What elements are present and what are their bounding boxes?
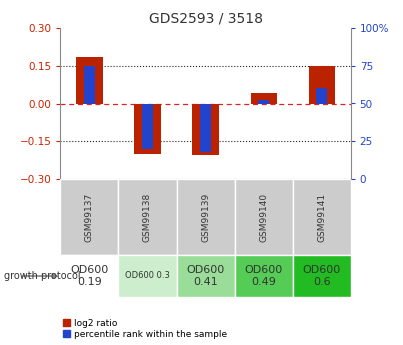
Bar [60,255,118,297]
Bar [293,255,351,297]
Bar [200,104,211,152]
Bar [235,179,293,255]
Bar [235,255,293,297]
Text: OD600
0.41: OD600 0.41 [187,265,224,287]
Bar [77,57,102,104]
Bar [135,104,160,154]
Bar [118,179,177,255]
Bar [84,66,95,104]
Bar [142,104,153,149]
Bar [251,93,276,104]
Bar [193,104,218,155]
Text: OD600
0.49: OD600 0.49 [245,265,283,287]
Text: OD600 0.3: OD600 0.3 [125,272,170,280]
Bar [177,179,235,255]
Text: GSM99138: GSM99138 [143,193,152,242]
Bar [309,66,334,104]
Text: GSM99141: GSM99141 [317,193,326,242]
Bar [293,179,351,255]
Text: GSM99139: GSM99139 [201,193,210,242]
Bar [60,179,118,255]
Text: GSM99137: GSM99137 [85,193,94,242]
Title: GDS2593 / 3518: GDS2593 / 3518 [149,11,262,25]
Text: OD600
0.6: OD600 0.6 [303,265,341,287]
Bar [258,100,269,104]
Text: GSM99140: GSM99140 [259,193,268,242]
Bar [177,255,235,297]
Text: OD600
0.19: OD600 0.19 [71,265,108,287]
Bar [316,88,327,104]
Bar [118,255,177,297]
Text: growth protocol: growth protocol [4,271,81,281]
Legend: log2 ratio, percentile rank within the sample: log2 ratio, percentile rank within the s… [61,317,229,341]
